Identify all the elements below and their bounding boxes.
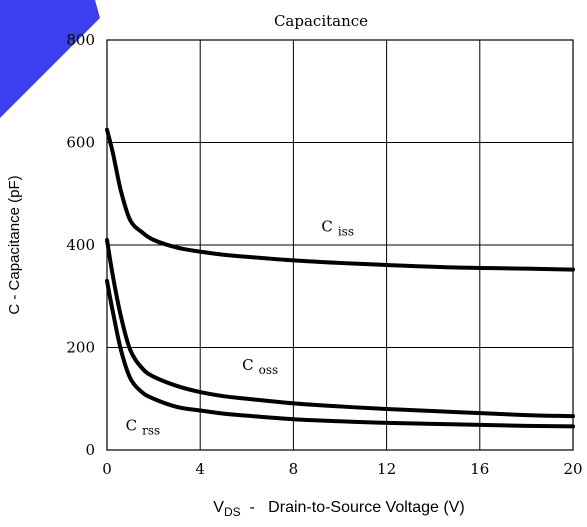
x-axis-label-text: - Drain-to-Source Voltage (V) (241, 499, 465, 516)
decorative-stripe (0, 0, 100, 118)
x-tick-label: 12 (377, 460, 396, 478)
y-tick-label: 800 (66, 31, 95, 49)
x-axis-label: VDS - Drain-to-Source Voltage (V) (213, 499, 464, 519)
plot-grid (106, 39, 574, 451)
series-line-iss (105, 127, 575, 272)
y-tick-label: 200 (66, 339, 95, 357)
series-curves (105, 127, 575, 429)
y-tick-label: 400 (66, 236, 95, 254)
x-tick-label: 0 (102, 460, 112, 478)
x-tick-label: 8 (289, 460, 299, 478)
x-tick-label: 16 (470, 460, 489, 478)
y-tick-label: 600 (66, 134, 95, 152)
x-axis-label-symbol: V (213, 499, 224, 516)
x-tick-label: 4 (195, 460, 205, 478)
y-tick-label: 0 (85, 441, 95, 459)
x-tick-labels: 0 4 8 12 16 20 (102, 460, 582, 478)
series-line-oss (105, 237, 575, 419)
x-axis-label-subscript: DS (224, 505, 241, 519)
chart-title: Capacitance (274, 12, 368, 30)
y-tick-labels: 0 200 400 600 800 (66, 31, 95, 459)
series-line-rss (105, 278, 575, 429)
y-axis-label: C - Capacitance (pF) (6, 175, 23, 314)
x-tick-label: 20 (563, 460, 582, 478)
